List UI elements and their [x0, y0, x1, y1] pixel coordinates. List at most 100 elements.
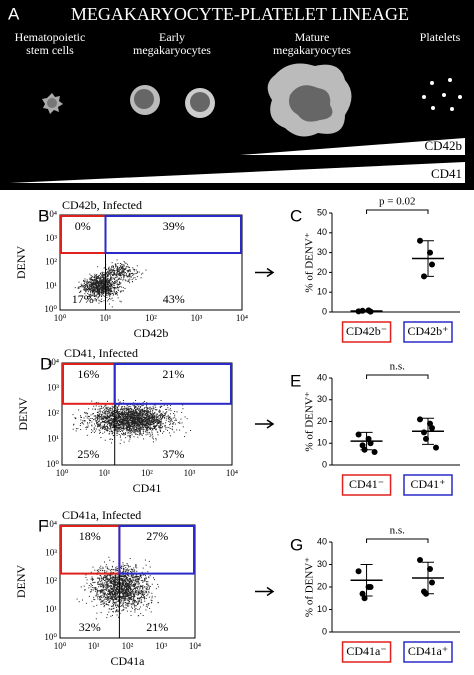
event-dot — [124, 408, 126, 410]
event-dot — [117, 584, 119, 586]
event-dot — [100, 601, 102, 603]
event-dot — [131, 584, 133, 586]
event-dot — [125, 437, 127, 439]
event-dot — [93, 282, 95, 284]
quadrant-percent: 17% — [72, 292, 94, 306]
event-dot — [124, 411, 126, 413]
event-dot — [134, 432, 136, 434]
event-dot — [125, 602, 127, 604]
event-dot — [101, 597, 103, 599]
event-dot — [124, 420, 126, 422]
event-dot — [87, 298, 89, 300]
event-dot — [93, 596, 95, 598]
event-dot — [126, 426, 128, 428]
event-dot — [116, 569, 118, 571]
event-dot — [96, 421, 98, 423]
event-dot — [142, 425, 144, 427]
event-dot — [117, 604, 119, 606]
event-dot — [123, 425, 125, 427]
event-dot — [144, 416, 146, 418]
event-dot — [118, 415, 120, 417]
event-dot — [101, 589, 103, 591]
event-dot — [116, 434, 118, 436]
event-dot — [121, 430, 123, 432]
event-dot — [128, 585, 130, 587]
event-dot — [104, 592, 106, 594]
event-dot — [94, 278, 96, 280]
event-dot — [143, 421, 145, 423]
event-dot — [112, 269, 114, 271]
event-dot — [108, 556, 110, 558]
event-dot — [108, 292, 110, 294]
event-dot — [101, 594, 103, 596]
event-dot — [104, 583, 106, 585]
event-dot — [104, 426, 106, 428]
event-dot — [130, 423, 132, 425]
event-dot — [126, 610, 128, 612]
event-dot — [135, 411, 137, 413]
event-dot — [132, 584, 134, 586]
event-dot — [147, 423, 149, 425]
event-dot — [139, 578, 141, 580]
event-dot — [116, 268, 118, 270]
event-dot — [117, 288, 119, 290]
event-dot — [116, 598, 118, 600]
event-dot — [130, 586, 132, 588]
event-dot — [122, 408, 124, 410]
event-dot — [97, 275, 99, 277]
event-dot — [112, 420, 114, 422]
event-dot — [119, 612, 121, 614]
event-dot — [113, 426, 115, 428]
event-dot — [118, 273, 120, 275]
event-dot — [119, 416, 121, 418]
event-dot — [103, 287, 105, 289]
event-dot — [94, 295, 96, 297]
event-dot — [105, 428, 107, 430]
event-dot — [131, 569, 133, 571]
event-dot — [138, 271, 140, 273]
event-dot — [143, 596, 145, 598]
event-dot — [122, 581, 124, 583]
event-dot — [80, 291, 82, 293]
event-dot — [154, 419, 156, 421]
event-dot — [146, 425, 148, 427]
event-dot — [111, 284, 113, 286]
event-dot — [137, 417, 139, 419]
event-dot — [146, 422, 148, 424]
event-dot — [110, 426, 112, 428]
event-dot — [86, 281, 88, 283]
event-dot — [118, 428, 120, 430]
event-dot — [126, 578, 128, 580]
event-dot — [120, 274, 122, 276]
event-dot — [120, 268, 122, 270]
event-dot — [134, 422, 136, 424]
event-dot — [113, 582, 115, 584]
cells — [42, 63, 462, 137]
event-dot — [141, 426, 143, 428]
event-dot — [145, 418, 147, 420]
event-dot — [134, 583, 136, 585]
event-dot — [124, 580, 126, 582]
event-dot — [99, 567, 101, 569]
event-dot — [108, 289, 110, 291]
event-dot — [135, 583, 137, 585]
event-dot — [136, 413, 138, 415]
event-dot — [136, 271, 138, 273]
event-dot — [105, 406, 107, 408]
event-dot — [123, 261, 125, 263]
event-dot — [113, 270, 115, 272]
event-dot — [127, 410, 129, 412]
event-dot — [121, 584, 123, 586]
event-dot — [122, 567, 124, 569]
event-dot — [119, 419, 121, 421]
event-dot — [99, 410, 101, 412]
event-dot — [102, 288, 104, 290]
event-dot — [84, 285, 86, 287]
event-dot — [121, 414, 123, 416]
event-dot — [122, 420, 124, 422]
event-dot — [102, 601, 104, 603]
event-dot — [152, 422, 154, 424]
event-dot — [110, 587, 112, 589]
event-dot — [137, 433, 139, 435]
event-dot — [150, 599, 152, 601]
